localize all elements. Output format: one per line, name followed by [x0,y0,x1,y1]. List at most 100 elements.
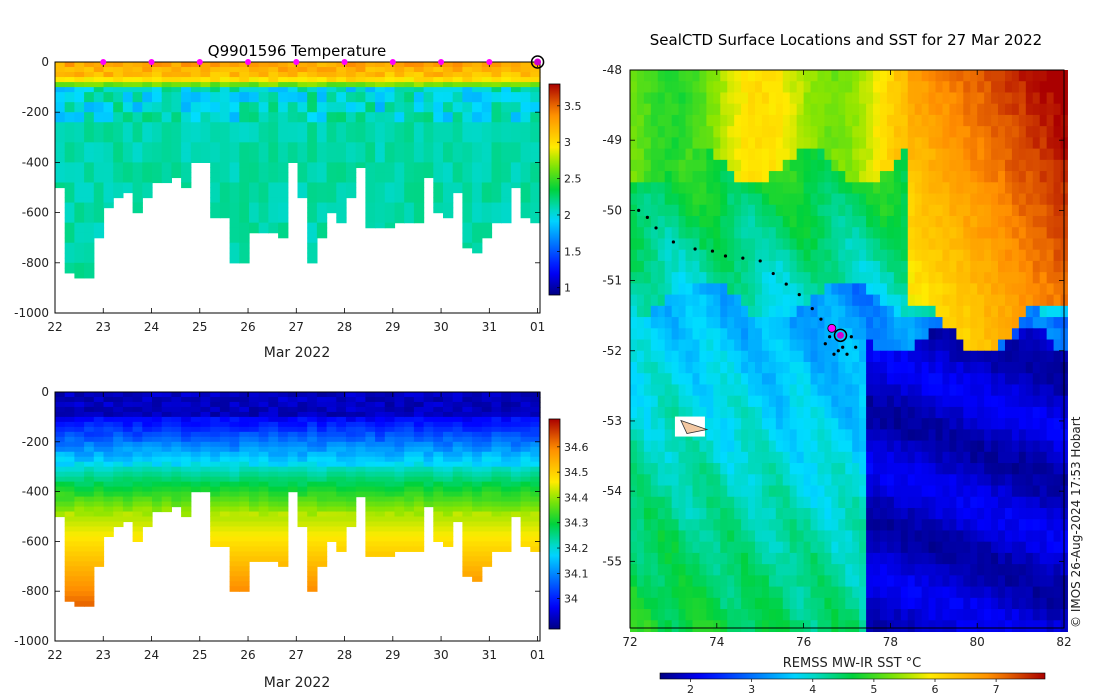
sst-cell [630,283,638,296]
profile-cell [142,476,153,483]
sst-cell [803,305,812,318]
profile-cell [64,182,75,189]
profile-cell [326,112,337,118]
sst-cell [859,260,867,273]
profile-cell [384,431,396,438]
profile-cell [258,182,269,189]
x-tick-label: 25 [192,648,207,662]
profile-cell [55,476,66,483]
profile-cell [297,491,308,498]
sst-cell [970,137,978,150]
profile-cell [113,421,124,428]
sst-cell [734,159,742,172]
profile-cell [452,182,463,189]
sst-cell [845,171,853,183]
sst-cell [824,103,832,116]
sst-cell [949,114,957,127]
profile-cell [64,471,75,478]
profile-cell [103,451,114,458]
profile-cell [452,431,463,438]
profile-cell [64,426,75,433]
profile-cell [239,476,250,483]
profile-cell [161,177,172,184]
profile-cell [510,142,522,148]
profile-cell [74,506,85,513]
sst-cell [1039,249,1048,262]
profile-cell [316,441,328,448]
profile-cell [375,217,386,224]
profile-cell [239,162,250,169]
sst-cell [873,114,881,127]
profile-cell [122,97,134,103]
profile-cell [481,431,493,438]
sst-cell [859,103,867,116]
profile-cell [64,536,75,542]
profile-cell [190,157,202,163]
profile-cell [355,456,366,463]
sst-cell [1018,70,1027,82]
sst-cell [949,137,957,150]
profile-cell [510,431,522,438]
sst-cell [685,373,693,385]
profile-cell [316,227,328,234]
sst-cell [678,249,687,262]
sst-cell [761,204,770,217]
profile-cell [229,561,240,567]
sst-cell [720,81,728,93]
profile-cell [530,406,541,413]
profile-cell [384,77,396,83]
profile-cell [336,491,347,498]
sst-cell [727,182,735,195]
sst-cell [775,361,784,374]
profile-cell [520,182,531,189]
sst-cell [741,328,749,341]
sst-cell [636,171,645,183]
sst-cell [650,305,659,318]
sst-cell [775,373,784,385]
profile-cell [64,237,75,244]
profile-cell [307,82,318,88]
sst-cell [949,103,957,116]
sst-cell [852,159,860,172]
sst-cell [866,328,874,341]
profile-cell [132,471,143,478]
profile-cell [278,87,289,93]
profile-cell [74,227,85,234]
profile-cell [413,92,425,98]
sst-cell [984,114,992,127]
sst-cell [664,81,673,93]
profile-cell [190,406,202,413]
profile-cell [84,501,95,508]
profile-cell [297,446,308,453]
sst-cell [713,159,721,172]
sst-cell [893,92,902,105]
profile-cell [142,401,153,408]
profile-cell [190,122,202,128]
profile-cell [452,406,463,413]
salinity-section-plot: 22 23 24 25 26 27 28 29 30 31 01 0-200-400-600-800… [14,385,588,691]
profile-cell [249,421,260,428]
profile-cell [268,172,279,179]
profile-cell [103,132,114,138]
colorbar-tick-label: 2 [564,209,571,222]
profile-cell [394,132,405,138]
profile-cell [530,177,541,184]
sst-cell [942,260,950,273]
profile-cell [510,476,522,483]
sst-cell [727,350,735,363]
profile-cell [394,526,405,533]
profile-cell [520,167,531,174]
sst-cell [838,227,846,239]
profile-cell [297,416,308,423]
profile-cell [287,112,299,118]
profile-cell [346,172,357,179]
sst-cell [678,182,687,195]
profile-cell [219,162,231,169]
profile-cell [249,521,260,528]
profile-cell [472,431,483,438]
profile-cell [142,97,153,103]
sst-cell [775,249,784,262]
sst-cell [859,294,867,307]
sst-cell [748,238,756,251]
profile-cell [64,456,75,463]
